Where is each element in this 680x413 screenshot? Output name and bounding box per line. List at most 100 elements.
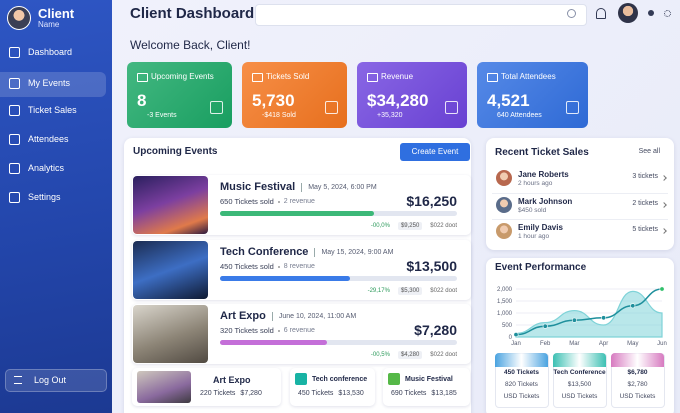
stat-note: -$418 Sold	[262, 112, 296, 119]
sale-note: 2 hours ago	[518, 180, 553, 187]
event-stats: -00,0% $9,250 $022 doot	[371, 222, 457, 230]
see-all-link[interactable]: See all	[638, 148, 660, 155]
create-event-button[interactable]: Create Event	[400, 143, 470, 161]
search-icon	[567, 9, 576, 18]
stat-label: Tickets Sold	[266, 72, 310, 81]
summary-name: Tech conference	[312, 376, 368, 383]
mini-card-text: $2,780	[627, 381, 648, 388]
mini-card-text: $6,780	[627, 369, 648, 376]
mini-card-text: USD Tickets	[619, 393, 656, 400]
event-heading: Music Festival May 5, 2024, 6:00 PM	[220, 181, 377, 193]
sale-name[interactable]: Emily Davis	[518, 223, 563, 232]
dot	[277, 329, 280, 332]
summary-amount: $13,530	[338, 390, 364, 397]
nav-icon	[9, 105, 20, 116]
event-amount: $13,500	[406, 258, 457, 274]
dot	[277, 200, 280, 203]
sale-name[interactable]: Mark Johnson	[518, 197, 573, 206]
event-name: Music Festival	[220, 181, 296, 193]
sidebar	[0, 0, 112, 413]
bell-icon	[596, 8, 606, 19]
event-stat-2: $022 doot	[430, 288, 457, 294]
mini-card-image	[611, 353, 664, 367]
nav-item[interactable]: Analytics	[28, 163, 65, 173]
nav-icon	[9, 192, 20, 203]
stat-value: 5,730	[252, 91, 295, 110]
event-date: May 15, 2024, 9:00 AM	[321, 248, 394, 256]
mini-card-image	[553, 353, 606, 367]
event-change: -00,0%	[370, 223, 390, 229]
event-stat-2: $022 doot	[430, 352, 457, 358]
event-revenue-note: 6 revenue	[283, 327, 315, 334]
stat-icon	[367, 73, 378, 82]
event-sold: 320 Tickets sold	[220, 326, 274, 335]
stat-icon	[487, 73, 498, 82]
event-change: -29,17%	[367, 288, 390, 294]
stat-label: Total Attendees	[501, 72, 556, 81]
event-stat-2: $022 doot	[430, 223, 457, 229]
logout[interactable]: Log Out	[34, 375, 67, 385]
divider	[301, 182, 303, 192]
stat-note: -3 Events	[147, 112, 177, 119]
event-name: Art Expo	[220, 310, 266, 322]
sale-name[interactable]: Jane Roberts	[518, 170, 569, 179]
summary-name: Music Festival	[405, 376, 453, 383]
summary-amount: $7,280	[240, 390, 262, 397]
event-sold: 650 Tickets sold	[220, 197, 274, 206]
summary-row: 690 Tickets $13,185	[391, 390, 457, 397]
summary-tickets: 450 Tickets	[298, 390, 334, 397]
mini-card-text: Tech Conference	[553, 369, 606, 376]
nav-item[interactable]: My Events	[28, 78, 71, 88]
event-stat: $9,250	[397, 222, 423, 230]
progress-fill	[220, 276, 351, 281]
nav-icon	[9, 47, 20, 58]
event-stats: -29,17% $5,300 $022 doot	[368, 287, 457, 295]
mini-card-image	[495, 353, 548, 367]
sale-tickets: 3 tickets	[632, 173, 658, 180]
nav-icon	[9, 134, 20, 145]
nav-active	[0, 72, 106, 97]
event-stat: $5,300	[397, 287, 423, 295]
stat-note: +35,320	[377, 112, 403, 119]
dot	[277, 265, 280, 268]
user-role: Name	[38, 20, 60, 29]
logout-button	[5, 369, 107, 392]
nav-item[interactable]: Attendees	[28, 134, 69, 144]
summary-tickets: 220 Tickets	[200, 390, 236, 397]
sale-tickets: 5 tickets	[632, 226, 658, 233]
nav-icon	[9, 78, 20, 89]
nav-item[interactable]: Ticket Sales	[28, 105, 77, 115]
summary-image	[137, 371, 191, 403]
event-heading: Tech Conference May 15, 2024, 9:00 AM	[220, 246, 393, 258]
event-revenue-note: 2 revenue	[283, 198, 315, 205]
summary-row: 450 Tickets $13,530	[298, 390, 364, 397]
event-amount: $7,280	[414, 322, 457, 338]
settings-icon	[664, 10, 671, 17]
mini-card-text: 450 Tickets	[504, 369, 539, 376]
progress-fill	[220, 340, 327, 345]
mini-card-text: 820 Tickets	[505, 381, 538, 388]
nav-item[interactable]: Settings	[28, 192, 61, 202]
stat-value: $34,280	[367, 91, 429, 110]
summary-icon	[388, 373, 400, 385]
panel-title: Event Performance	[495, 262, 587, 273]
stat-value: 8	[137, 91, 147, 110]
summary-row: 220 Tickets $7,280	[200, 390, 262, 397]
sale-avatar	[496, 170, 512, 186]
event-stats: -00,5% $4,280 $022 doot	[371, 351, 457, 359]
user-name: Client	[38, 6, 75, 21]
stat-label: Upcoming Events	[151, 72, 214, 81]
nav-item[interactable]: Dashboard	[28, 47, 73, 57]
event-date: May 5, 2024, 6:00 PM	[308, 183, 377, 191]
summary-amount: $13,185	[431, 390, 457, 397]
search-box[interactable]	[255, 4, 587, 26]
event-sold-row: 650 Tickets sold 2 revenue	[220, 197, 315, 206]
event-image	[133, 176, 208, 234]
stat-badge	[566, 101, 579, 114]
header-avatar	[618, 3, 638, 23]
event-name: Tech Conference	[220, 246, 309, 258]
event-sold: 450 Tickets sold	[220, 262, 274, 271]
panel-title: Recent Ticket Sales	[495, 147, 589, 158]
event-sold-row: 320 Tickets sold 6 revenue	[220, 326, 315, 335]
row-divider	[492, 193, 668, 194]
